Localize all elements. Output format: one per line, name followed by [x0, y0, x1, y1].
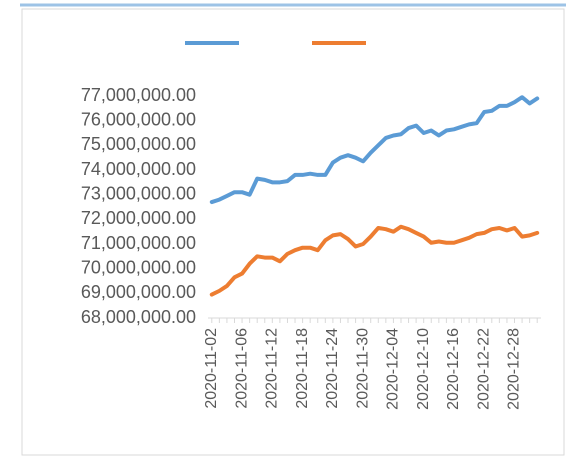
y-tick-label: 72,000,000.00 [81, 208, 196, 228]
y-tick-label: 75,000,000.00 [81, 134, 196, 154]
x-tick-label: 2020-12-28 [506, 328, 523, 410]
y-tick-label: 73,000,000.00 [81, 183, 196, 203]
y-tick-label: 68,000,000.00 [81, 307, 196, 327]
chart-border [21, 8, 565, 456]
x-tick-label: 2020-11-02 [203, 328, 220, 409]
x-tick-label: 2020-12-10 [415, 328, 432, 410]
series-line [209, 224, 540, 297]
y-tick-label: 76,000,000.00 [81, 109, 196, 129]
x-tick-label: 2020-12-04 [385, 328, 402, 410]
x-tick-label: 2020-11-30 [354, 328, 371, 409]
x-tick-label: 2020-11-06 [233, 328, 250, 409]
series-line [209, 95, 540, 205]
y-tick-label: 77,000,000.00 [81, 85, 196, 105]
y-tick-label: 69,000,000.00 [81, 282, 196, 302]
y-tick-label: 74,000,000.00 [81, 159, 196, 179]
y-tick-label: 70,000,000.00 [81, 257, 196, 277]
x-tick-label: 2020-11-18 [294, 328, 311, 409]
x-tick-label: 2020-11-24 [324, 328, 341, 409]
x-tick-label: 2020-12-16 [445, 328, 462, 410]
x-tick-label: 2020-12-22 [475, 328, 492, 410]
x-tick-label: 2020-11-12 [264, 328, 281, 409]
y-tick-label: 71,000,000.00 [81, 233, 196, 253]
